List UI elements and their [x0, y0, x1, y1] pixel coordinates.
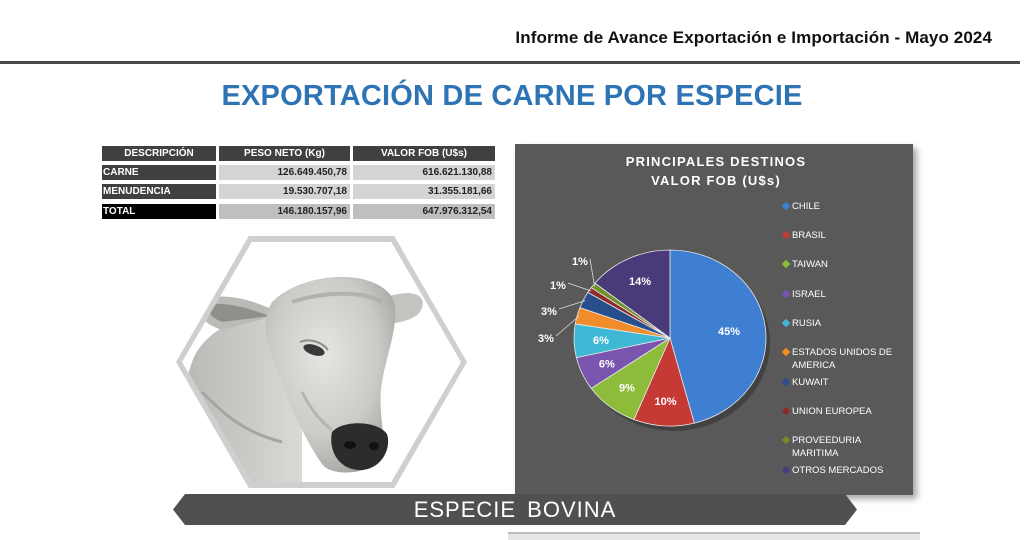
legend-label: BRASIL	[792, 230, 826, 241]
cow-head-image	[182, 276, 423, 482]
row-label: MENUDENCIA	[102, 184, 216, 199]
header-descripcion: DESCRIPCIÓN	[102, 146, 216, 161]
next-section-edge	[508, 532, 920, 540]
legend-label: TAIWAN	[792, 259, 828, 270]
pie-chart: 45% 10% 9% 6% 6% 3% 3% 1% 1% 14%	[538, 249, 770, 431]
pie-data-label: 9%	[619, 383, 635, 395]
report-header: Informe de Avance Exportación e Importac…	[515, 28, 992, 47]
pie-data-label: 6%	[599, 359, 615, 371]
row-valor: 647.976.312,54	[353, 204, 495, 219]
row-peso: 19.530.707,18	[219, 184, 350, 199]
row-peso: 126.649.450,78	[219, 165, 350, 180]
legend-label: OTROS MERCADOS	[792, 465, 884, 476]
row-valor: 616.621.130,88	[353, 165, 495, 180]
page-title: EXPORTACIÓN DE CARNE POR ESPECIE	[221, 80, 803, 112]
pie-data-label: 1%	[550, 280, 566, 292]
pie-data-label: 1%	[572, 256, 588, 268]
pie-leader-line	[589, 258, 595, 287]
row-valor: 31.355.181,66	[353, 184, 495, 199]
header-peso-neto: PESO NETO (Kg)	[219, 146, 350, 161]
header-valor-fob: VALOR FOB (U$s)	[353, 146, 495, 161]
pie-leader-line	[555, 315, 580, 337]
pie-data-label: 10%	[655, 396, 677, 408]
row-peso: 146.180.157,96	[219, 204, 350, 219]
pie-data-label: 3%	[538, 333, 554, 345]
chart-title: PRINCIPALES DESTINOS VALOR FOB (U$s)	[515, 152, 917, 190]
pie-data-label: 6%	[593, 335, 609, 347]
chart-title-line2: VALOR FOB (U$s)	[651, 173, 781, 188]
legend-label: PROVEEDURIA MARITIMA	[792, 435, 861, 459]
pie-leader-line	[558, 300, 586, 310]
chart-title-line1: PRINCIPALES DESTINOS	[625, 154, 807, 169]
pie-leader-line	[567, 282, 592, 292]
legend-label: RUSIA	[792, 318, 822, 329]
pie-slice-otros-mercados	[594, 249, 671, 339]
row-label: CARNE	[102, 165, 216, 180]
legend-label: KUWAIT	[792, 377, 829, 388]
species-title: ESPECIE BOVINA	[413, 497, 617, 522]
header-rule	[0, 61, 1020, 64]
pie-data-label: 14%	[629, 276, 651, 288]
species-banner	[173, 494, 857, 525]
row-label: TOTAL	[102, 204, 216, 219]
legend-label: UNION EUROPEA	[792, 406, 872, 417]
chart-panel: PRINCIPALES DESTINOS VALOR FOB (U$s) 45%…	[515, 144, 913, 495]
pie-slice-chile	[669, 249, 767, 424]
legend-label: CHILE	[792, 201, 820, 212]
legend-label: ISRAEL	[792, 289, 826, 300]
legend-label: ESTADOS UNIDOS DE AMERICA	[792, 347, 893, 371]
cow-photo	[182, 242, 461, 482]
pie-data-label: 45%	[718, 326, 740, 338]
pie-data-label: 3%	[541, 306, 557, 318]
